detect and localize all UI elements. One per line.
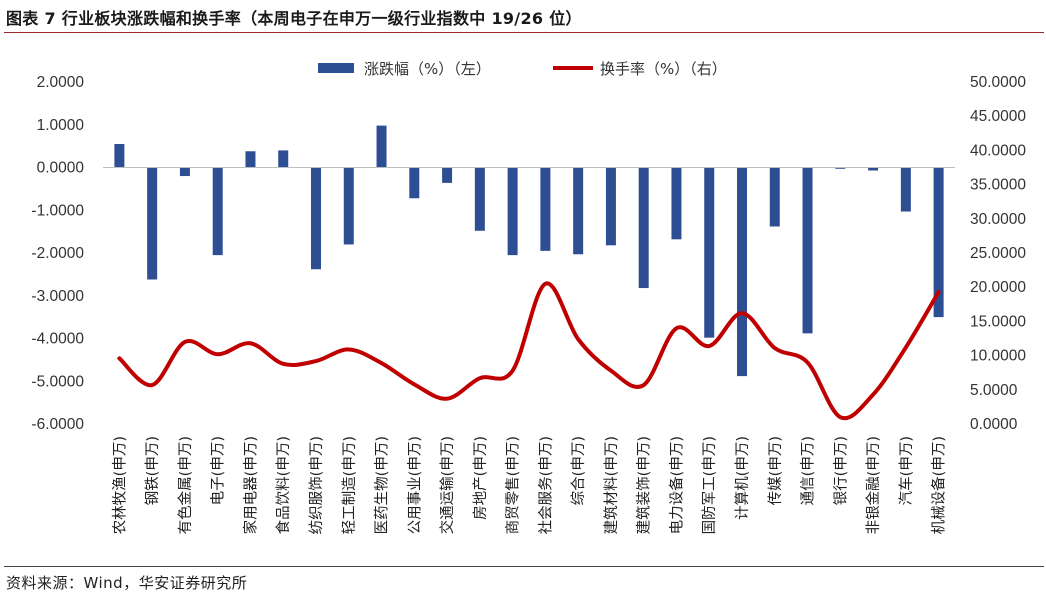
left-tick-label: -2.0000 [31, 245, 84, 262]
bar [900, 167, 911, 212]
right-axis: 50.0000 45.0000 40.0000 35.0000 30.0000 25.00… [970, 74, 1026, 433]
bar [114, 143, 125, 168]
chart: 涨跌幅（%）（左） 换手率（%）（右） 2.0000 1.0000 0.0000 -1… [31, 60, 1026, 534]
category-label: 传媒(申万) [767, 436, 784, 505]
legend: 涨跌幅（%）（左） 换手率（%）（右） [318, 60, 727, 78]
bar [573, 167, 584, 255]
left-tick-label: -4.0000 [31, 331, 84, 348]
right-tick-label: 25.0000 [970, 245, 1026, 262]
legend-bar-label: 涨跌幅（%）（左） [364, 60, 491, 78]
turnover-line [117, 281, 941, 421]
bar [671, 167, 682, 240]
category-label: 综合(申万) [570, 436, 587, 505]
category-label: 商贸零售(申万) [505, 436, 522, 534]
right-tick-label: 0.0000 [970, 416, 1018, 433]
left-axis: 2.0000 1.0000 0.0000 -1.0000 -2.0000 -3.0000 -… [31, 74, 84, 433]
bar [605, 167, 616, 246]
category-label: 房地产(申万) [472, 436, 489, 520]
bar [933, 167, 944, 318]
bar [704, 167, 715, 338]
bar [179, 167, 190, 177]
bar [737, 167, 747, 377]
right-tick-label: 50.0000 [970, 74, 1026, 91]
bar [212, 167, 223, 256]
category-label: 食品饮料(申万) [275, 436, 292, 534]
bar [835, 167, 846, 169]
category-label: 银行(申万) [832, 436, 849, 505]
category-label: 轻工制造(申万) [341, 436, 358, 534]
bar [409, 167, 420, 199]
category-label: 纺织服饰(申万) [308, 436, 325, 534]
bar-series [114, 125, 944, 377]
category-label: 家用电器(申万) [242, 436, 259, 534]
bar [868, 167, 879, 171]
category-label: 汽车(申万) [898, 436, 915, 505]
category-label: 电力设备(申万) [668, 436, 685, 534]
right-tick-label: 40.0000 [970, 142, 1026, 159]
right-tick-label: 15.0000 [970, 313, 1026, 330]
left-tick-label: -6.0000 [31, 416, 84, 433]
legend-line-label: 换手率（%）（右） [600, 60, 727, 78]
category-label: 农林牧渔(申万) [111, 436, 128, 534]
right-tick-label: 30.0000 [970, 211, 1026, 228]
footer-divider [4, 566, 1044, 567]
bar [507, 167, 518, 256]
bar [802, 167, 813, 334]
bar [147, 167, 158, 280]
left-tick-label: -3.0000 [31, 288, 84, 305]
bar [769, 167, 780, 227]
bar [474, 167, 485, 231]
category-label: 钢铁(申万) [144, 436, 161, 505]
bar [343, 167, 354, 245]
source-note: 资料来源：Wind，华安证券研究所 [6, 574, 248, 592]
right-tick-label: 35.0000 [970, 177, 1026, 194]
bar [311, 167, 321, 270]
category-label: 交通运输(申万) [438, 436, 456, 534]
category-label: 医药生物(申万) [374, 436, 391, 534]
bar [540, 167, 551, 251]
left-tick-label: 1.0000 [37, 117, 85, 134]
bar [278, 150, 289, 168]
category-label: 非银金融(申万) [865, 436, 882, 534]
left-tick-label: -5.0000 [31, 373, 84, 390]
right-tick-label: 45.0000 [970, 108, 1026, 125]
right-tick-label: 10.0000 [970, 348, 1026, 365]
category-label: 电子(申万) [210, 436, 227, 505]
left-tick-label: 0.0000 [37, 160, 85, 177]
left-tick-label: -1.0000 [31, 202, 84, 219]
category-label: 建筑装饰(申万) [636, 436, 653, 534]
category-label: 公用事业(申万) [406, 436, 423, 534]
title-bar: 图表 7 行业板块涨跌幅和换手率（本周电子在申万一级行业指数中 19/26 位） [4, 0, 1044, 33]
category-labels: 农林牧渔(申万) 钢铁(申万) 有色金属(申万) 电子(申万) 家用电器(申万) 食品饮料… [111, 436, 947, 534]
category-label: 有色金属(申万) [177, 436, 194, 534]
bar [442, 167, 453, 183]
right-tick-label: 20.0000 [970, 279, 1026, 296]
left-tick-label: 2.0000 [37, 74, 85, 91]
legend-bar-swatch [318, 63, 354, 73]
chart-title: 图表 7 行业板块涨跌幅和换手率（本周电子在申万一级行业指数中 19/26 位） [6, 9, 582, 28]
category-label: 机械设备(申万) [931, 436, 948, 534]
bar [638, 167, 649, 289]
category-label: 建筑材料(申万) [603, 436, 620, 534]
bar [245, 151, 256, 168]
bar [376, 125, 387, 168]
category-label: 社会服务(申万) [537, 436, 554, 534]
category-label: 通信(申万) [800, 436, 817, 505]
category-label: 计算机(申万) [734, 436, 751, 520]
right-tick-label: 5.0000 [970, 382, 1018, 399]
category-label: 国防军工(申万) [701, 436, 718, 534]
